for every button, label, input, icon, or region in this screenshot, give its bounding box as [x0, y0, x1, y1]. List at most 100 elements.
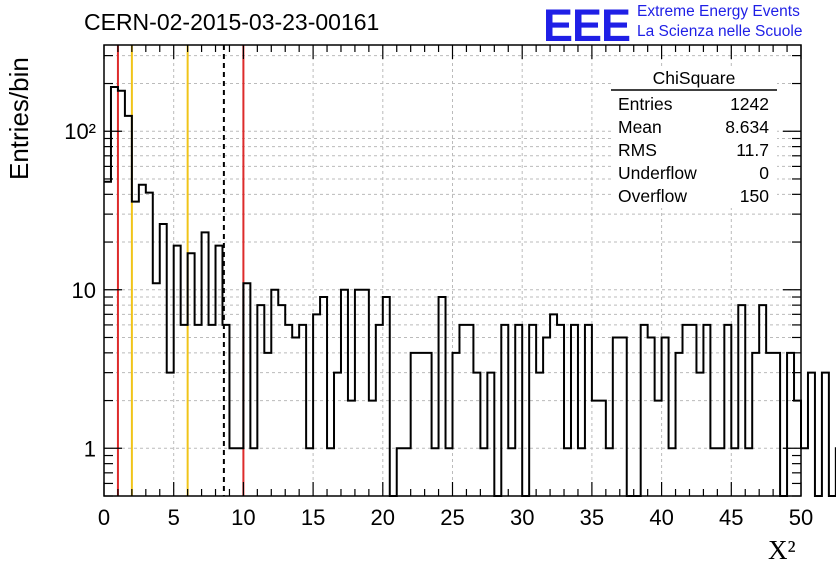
histogram-bin — [453, 353, 460, 496]
logo-line-2: La Scienza nelle Scuole — [637, 23, 803, 40]
histogram-bin — [292, 337, 299, 496]
histogram-bin — [787, 353, 794, 496]
histogram-bin — [822, 373, 829, 496]
logo-line-1: Extreme Energy Events — [637, 3, 800, 20]
histogram-bin — [459, 325, 466, 496]
histogram-bin — [285, 325, 292, 496]
histogram-bin — [669, 448, 676, 496]
histogram-bin — [118, 91, 125, 496]
histogram-bin — [216, 246, 223, 496]
histogram-bin — [536, 373, 543, 496]
histogram-bin — [508, 448, 515, 496]
histogram-outline — [104, 86, 836, 497]
histogram-bin — [501, 325, 508, 496]
histogram-bin — [689, 325, 696, 496]
y-tick-label: 10² — [64, 119, 96, 144]
histogram-bin — [222, 325, 229, 496]
x-tick-label: 0 — [98, 505, 110, 530]
histogram-bin — [125, 116, 132, 496]
stats-value: 8.634 — [725, 117, 769, 137]
histogram-bin — [557, 325, 564, 496]
histogram-bin — [404, 448, 411, 496]
histogram-bin — [550, 314, 557, 496]
stats-label: RMS — [618, 140, 657, 160]
histogram-bin — [676, 353, 683, 496]
y-axis-label: Entries/bin — [4, 57, 34, 180]
histogram-bin — [167, 373, 174, 496]
x-tick-label: 5 — [168, 505, 180, 530]
histogram-bin — [717, 448, 724, 496]
histogram-bin — [243, 283, 250, 496]
histogram-bin — [606, 448, 613, 496]
stats-value: 1242 — [730, 94, 769, 114]
histogram-bin — [599, 401, 606, 496]
histogram-bin — [334, 373, 341, 496]
histogram-bin — [229, 448, 236, 496]
histogram-bin — [759, 305, 766, 496]
histogram-bin — [529, 325, 536, 496]
histogram-bin — [724, 325, 731, 496]
stats-value: 0 — [759, 163, 769, 183]
histogram-bin — [745, 448, 752, 496]
histogram-bin — [439, 297, 446, 496]
histogram-bin — [683, 325, 690, 496]
histogram-bin — [480, 448, 487, 496]
histogram-bin — [515, 325, 522, 496]
histogram-bin — [578, 448, 585, 496]
stats-label: Mean — [618, 117, 662, 137]
histogram-bin — [710, 448, 717, 496]
histogram-bin — [313, 314, 320, 496]
histogram-bin — [641, 325, 648, 496]
x-tick-label: 50 — [789, 505, 813, 530]
histogram-bin — [202, 232, 209, 496]
histogram-bin — [264, 353, 271, 496]
histogram-bin — [766, 353, 773, 496]
histogram-bin — [139, 185, 146, 496]
x-tick-label: 40 — [649, 505, 673, 530]
x-tick-label: 35 — [580, 505, 604, 530]
histogram-bin — [773, 353, 780, 496]
histogram-bin — [341, 290, 348, 496]
histogram-bin — [432, 448, 439, 496]
stats-label: Entries — [618, 94, 673, 114]
stats-box-title: ChiSquare — [653, 68, 736, 88]
histogram-bin — [181, 325, 188, 496]
histogram-bin — [655, 401, 662, 496]
histogram-bin — [752, 353, 759, 496]
histogram-bin — [369, 401, 376, 496]
histogram-bin — [299, 325, 306, 496]
x-tick-label: 25 — [440, 505, 464, 530]
histogram-bin — [648, 337, 655, 496]
x-tick-label: 15 — [301, 505, 325, 530]
eee-logo: EEE — [543, 0, 631, 51]
y-tick-label: 1 — [84, 436, 96, 461]
histogram-bin — [487, 373, 494, 496]
histogram-bin — [188, 253, 195, 496]
histogram-bin — [146, 193, 153, 496]
histogram-bin — [306, 448, 313, 496]
stats-value: 150 — [740, 186, 769, 206]
histogram-bin — [738, 305, 745, 496]
x-tick-label: 45 — [719, 505, 743, 530]
histogram-bin — [703, 325, 710, 496]
histogram-bin — [397, 448, 404, 496]
histogram-bin — [174, 246, 181, 496]
histogram-bin — [731, 448, 738, 496]
histogram-bin — [132, 202, 139, 496]
run-title: CERN-02-2015-03-23-00161 — [84, 9, 380, 35]
histogram-bin — [585, 325, 592, 496]
histogram-bin — [209, 325, 216, 496]
histogram-bin — [362, 290, 369, 496]
stats-label: Underflow — [618, 163, 697, 183]
histogram-bin — [257, 305, 264, 496]
stats-value: 11.7 — [736, 140, 769, 160]
histogram-bin — [564, 448, 571, 496]
stats-label: Overflow — [618, 186, 687, 206]
x-tick-label: 20 — [371, 505, 395, 530]
x-axis-label: X² — [768, 535, 796, 565]
histogram-bin — [808, 373, 815, 496]
histogram-bin — [278, 305, 285, 496]
histogram-bin — [425, 353, 432, 496]
histogram-bin — [383, 297, 390, 496]
